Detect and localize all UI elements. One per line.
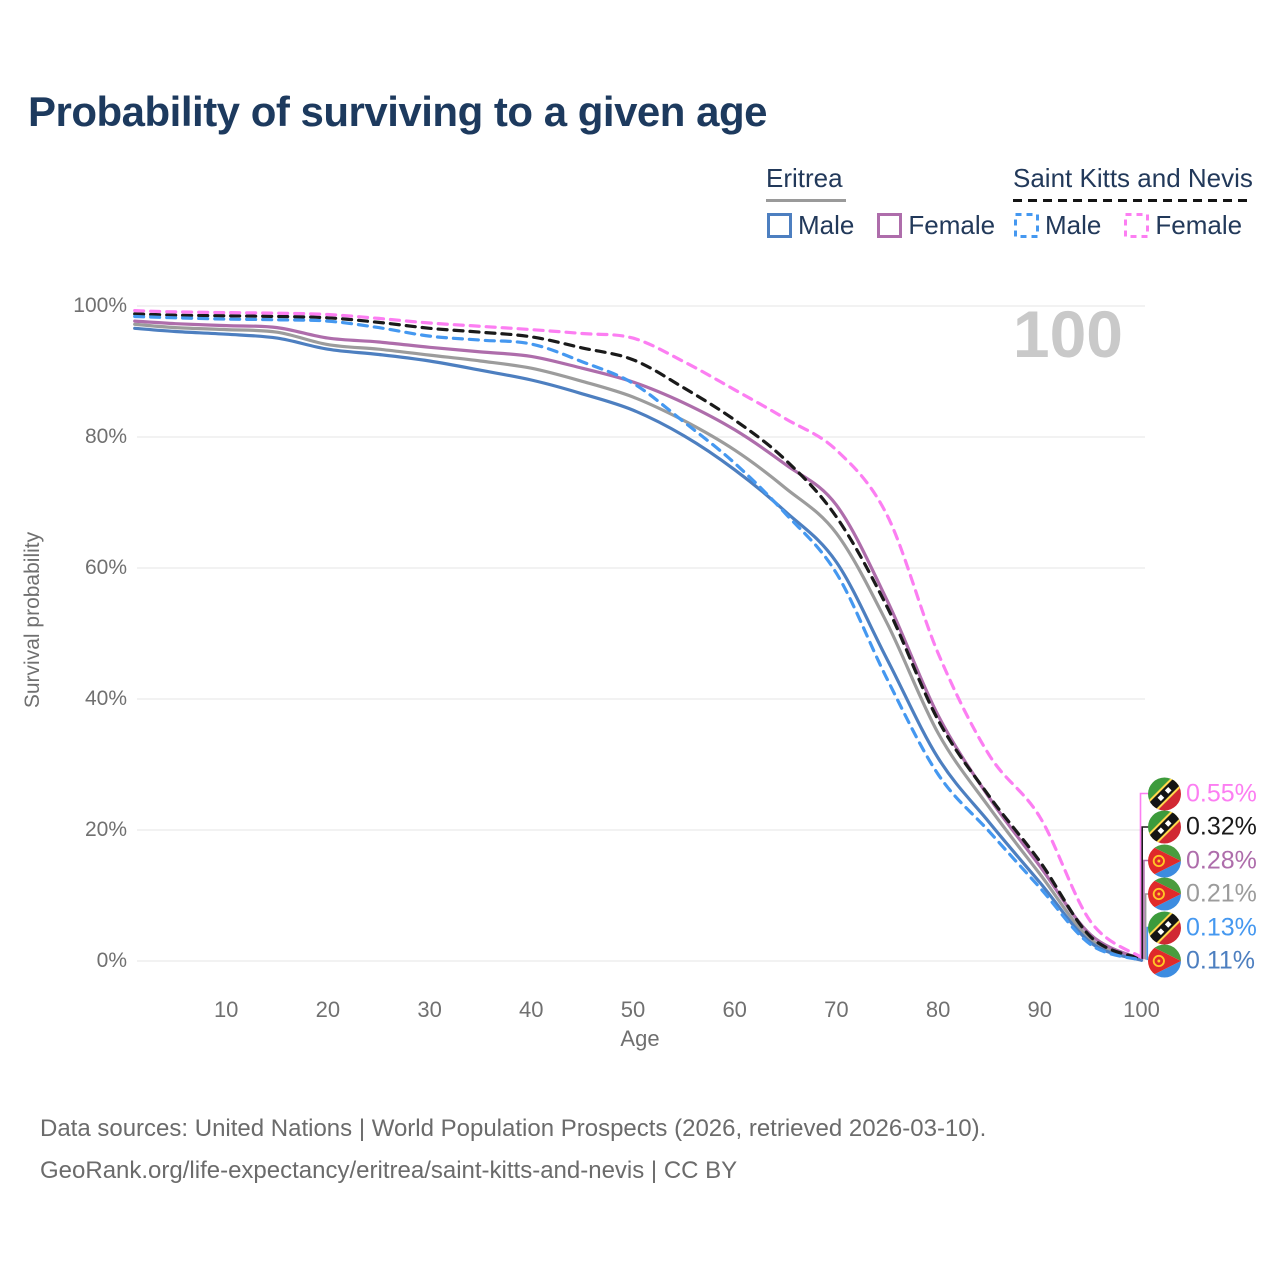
legend-item-female[interactable]: Female: [1123, 210, 1242, 241]
end-label-row[interactable]: 0.28%: [1148, 844, 1257, 877]
legend-swatch-icon: [1014, 213, 1039, 238]
x-tick-label: 90: [1027, 997, 1053, 1022]
legend-country-linestyle-sample: [1013, 199, 1253, 202]
x-tick-label: 20: [315, 997, 341, 1022]
series-line-eritrea-female[interactable]: [133, 319, 1144, 961]
end-value-label: 0.21%: [1186, 879, 1257, 908]
x-tick-label: 30: [417, 997, 442, 1022]
x-axis-title: Age: [620, 1026, 660, 1051]
legend-swatch-icon: [767, 213, 792, 238]
legend-item-female[interactable]: Female: [876, 210, 995, 241]
legend-item-label: Female: [908, 210, 996, 240]
series-line-saint-kitts-and-nevis-both[interactable]: [133, 312, 1144, 961]
source-note: Data sources: United Nations | World Pop…: [40, 1108, 986, 1191]
legend-item-male[interactable]: Male: [1013, 210, 1101, 241]
end-value-label: 0.32%: [1186, 812, 1257, 841]
page-title: Probability of surviving to a given age: [28, 88, 767, 135]
end-label-row[interactable]: 0.55%: [1148, 777, 1257, 810]
series-line-saint-kitts-and-nevis-male[interactable]: [133, 314, 1144, 962]
x-tick-label: 50: [620, 997, 646, 1022]
end-value-label: 0.55%: [1186, 779, 1257, 807]
hover-age-watermark: 100: [1012, 297, 1123, 371]
eritrea-flag-icon: [1148, 877, 1181, 911]
saint-kitts-and-nevis-flag-icon: [1148, 810, 1181, 844]
legend-country-label[interactable]: Eritrea: [766, 163, 843, 193]
end-label-connector: [1141, 826, 1150, 959]
eritrea-flag-icon: [1148, 844, 1181, 877]
end-value-label: 0.28%: [1186, 846, 1257, 874]
y-tick-label: 100%: [73, 294, 127, 317]
legend-item-label: Female: [1155, 210, 1243, 240]
series-line-saint-kitts-and-nevis-female[interactable]: [133, 309, 1144, 959]
end-label-connector: [1139, 792, 1150, 958]
eritrea-flag-icon: [1148, 944, 1181, 978]
legend-swatch-icon: [1124, 213, 1150, 238]
x-tick-label: 100: [1123, 997, 1160, 1022]
end-value-label: 0.13%: [1186, 913, 1257, 941]
y-tick-label: 20%: [84, 818, 127, 841]
y-tick-label: 0%: [96, 949, 127, 972]
end-label-connector: [1143, 859, 1150, 960]
x-tick-label: 40: [519, 997, 544, 1022]
legend-item-label: Male: [1045, 210, 1102, 240]
series-line-eritrea-both[interactable]: [133, 322, 1144, 962]
legend: Eritrea Male Female Saint Kitts and Nevis Ma…: [0, 163, 1280, 243]
source-line-1: Data sources: United Nations | World Pop…: [40, 1115, 987, 1142]
x-tick-label: 80: [925, 997, 951, 1022]
legend-swatch-icon: [877, 213, 903, 238]
x-tick-label: 10: [213, 997, 239, 1022]
source-line-2: GeoRank.org/life-expectancy/eritrea/sain…: [40, 1156, 738, 1184]
legend-item-male[interactable]: Male: [766, 210, 854, 241]
x-tick-label: 60: [722, 997, 747, 1022]
legend-country-linestyle-sample: [766, 199, 846, 202]
x-tick-label: 70: [824, 997, 849, 1022]
y-tick-label: 60%: [84, 556, 127, 579]
legend-country-label[interactable]: Saint Kitts and Nevis: [1013, 163, 1253, 193]
legend-group-eritrea: Eritrea Male Female: [766, 163, 995, 241]
end-label-row[interactable]: 0.11%: [1148, 944, 1256, 978]
end-label-row[interactable]: 0.21%: [1148, 877, 1257, 911]
end-label-row[interactable]: 0.32%: [1148, 810, 1257, 844]
saint-kitts-and-nevis-flag-icon: [1148, 777, 1181, 810]
saint-kitts-and-nevis-flag-icon: [1148, 911, 1181, 944]
end-label-row[interactable]: 0.13%: [1148, 911, 1257, 944]
end-value-label: 0.11%: [1186, 946, 1256, 975]
legend-item-label: Male: [798, 210, 855, 240]
legend-group-saint-kitts-and-nevis: Saint Kitts and Nevis Male Female: [1013, 163, 1253, 241]
y-tick-label: 80%: [84, 425, 127, 448]
series-line-eritrea-male[interactable]: [133, 326, 1144, 962]
y-tick-label: 40%: [84, 687, 127, 710]
